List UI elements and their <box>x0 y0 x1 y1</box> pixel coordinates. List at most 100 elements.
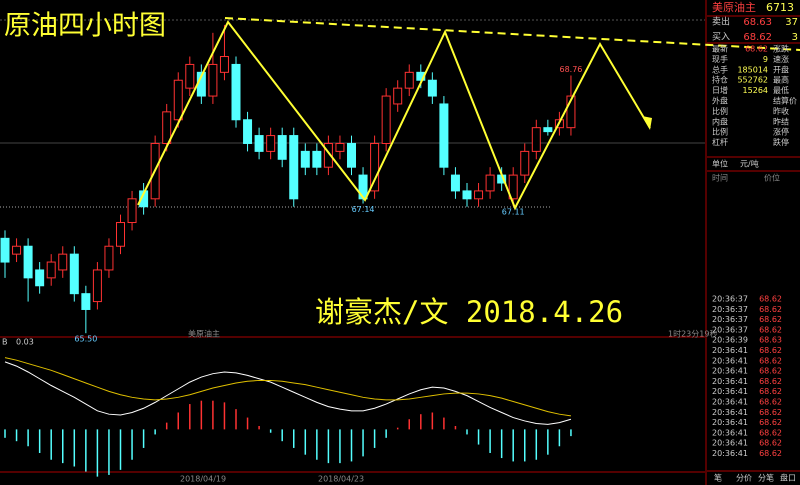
candle-body <box>231 63 241 121</box>
row-value: 68.62 <box>745 45 768 54</box>
row-label: 外盘 <box>712 96 728 106</box>
macd-line <box>4 357 572 417</box>
unit-value: 元/吨 <box>740 159 759 169</box>
candle-body <box>266 135 276 152</box>
arrow-head <box>642 116 652 130</box>
row-label: 昨结 <box>773 116 789 126</box>
candle-body <box>450 174 460 192</box>
candle-body <box>46 261 56 279</box>
candle-body <box>23 245 33 279</box>
tick-time: 20:36:41 <box>712 367 748 376</box>
row-value: 9 <box>763 55 768 64</box>
quote-price: 68.62 <box>743 32 772 43</box>
resistance-line <box>224 17 800 51</box>
tick-price: 68.62 <box>759 346 782 355</box>
candle-body <box>289 135 299 200</box>
price-label: 67.11 <box>502 207 525 216</box>
candle-body <box>243 119 253 144</box>
plot: 68.76 67.14 67.11 65.50 <box>0 24 582 477</box>
tick-price: 68.63 <box>759 336 782 345</box>
tick-price: 68.62 <box>759 398 782 407</box>
tick-time: 20:36:37 <box>712 305 748 314</box>
row-label: 持仓 <box>712 75 728 85</box>
tab[interactable]: 盘口 <box>780 473 796 483</box>
candle-body <box>69 253 79 295</box>
quote-label: 买入 <box>712 32 730 43</box>
candle-body <box>208 63 218 97</box>
price-label: 68.76 <box>559 65 582 74</box>
tick-time: 20:36:41 <box>712 377 748 386</box>
candle-body <box>127 198 137 224</box>
candle-body <box>393 87 403 105</box>
row-label: 速涨 <box>773 54 789 64</box>
row-value: 185014 <box>737 65 768 74</box>
tab[interactable]: 分笔 <box>758 473 774 483</box>
tab[interactable]: 分价 <box>736 474 752 483</box>
row-label: 昨收 <box>773 106 789 116</box>
candle-body <box>104 245 114 271</box>
instrument-label: 美原油主 <box>188 329 220 339</box>
tick-time: 20:36:41 <box>712 387 748 396</box>
candle-body <box>35 269 45 287</box>
row-label: 内盘 <box>712 116 728 126</box>
row-label: 总手 <box>712 64 728 74</box>
candle-body <box>92 269 102 303</box>
trend-zigzag <box>137 20 651 211</box>
tick-time: 20:36:41 <box>712 398 748 407</box>
tick-price: 68.62 <box>759 295 782 304</box>
tick-price: 68.62 <box>759 325 782 334</box>
ticks-header: 价位 <box>764 173 780 183</box>
tick-price: 68.62 <box>759 367 782 376</box>
candle-body <box>381 95 391 144</box>
tick-time: 20:36:41 <box>712 346 748 355</box>
candle-body <box>474 190 484 200</box>
tick-time: 20:36:37 <box>712 315 748 324</box>
unit-label: 单位 <box>712 159 728 169</box>
tick-time: 20:36:41 <box>712 356 748 365</box>
candle-body <box>185 63 195 89</box>
tick-price: 68.62 <box>759 439 782 448</box>
tick-time: 20:36:41 <box>712 428 748 437</box>
tick-time: 20:36:41 <box>712 439 748 448</box>
tick-price: 68.62 <box>759 418 782 427</box>
tick-time: 20:36:41 <box>712 449 748 458</box>
candle-body <box>277 135 287 160</box>
tick-price: 68.62 <box>759 387 782 396</box>
tick-time: 20:36:41 <box>712 408 748 417</box>
countdown: 1时23分19秒 <box>668 329 717 339</box>
candle-body <box>173 79 183 121</box>
candle-body <box>347 142 356 168</box>
row-label: 比例 <box>712 127 728 137</box>
row-label: 涨停 <box>773 127 789 137</box>
quote-volume: 3 <box>792 32 798 43</box>
candle-body <box>485 174 495 192</box>
x-label: 2018/04/19 <box>180 475 226 484</box>
tick-time: 20:36:37 <box>712 295 748 304</box>
tick-price: 68.62 <box>759 356 782 365</box>
row-label: 最新 <box>712 44 728 54</box>
candle-body <box>335 142 345 152</box>
tick-price: 68.62 <box>759 408 782 417</box>
row-label: 开盘 <box>773 64 789 74</box>
candle-body <box>116 222 125 247</box>
candle-body <box>0 237 10 263</box>
candle-body <box>300 150 310 168</box>
instrument-code: 6713 <box>766 1 794 14</box>
tick-time: 20:36:39 <box>712 336 748 345</box>
tab[interactable]: 笔 <box>714 473 722 483</box>
row-label: 结算价 <box>773 96 797 106</box>
row-label: 日增 <box>712 85 728 95</box>
x-label: 2018/04/23 <box>318 475 364 484</box>
chart-title: 原油四小时图 <box>4 11 166 42</box>
tick-price: 68.62 <box>759 428 782 437</box>
candle-body <box>254 135 264 152</box>
macd-line <box>4 361 572 425</box>
tick-price: 68.62 <box>759 377 782 386</box>
quote-volume: 37 <box>785 17 798 28</box>
annotation: 谢豪杰/文 2018.4.26 <box>315 295 623 329</box>
tick-time: 20:36:37 <box>712 325 748 334</box>
tick-price: 68.62 <box>759 449 782 458</box>
candle-body <box>12 245 22 255</box>
tick-price: 68.62 <box>759 315 782 324</box>
